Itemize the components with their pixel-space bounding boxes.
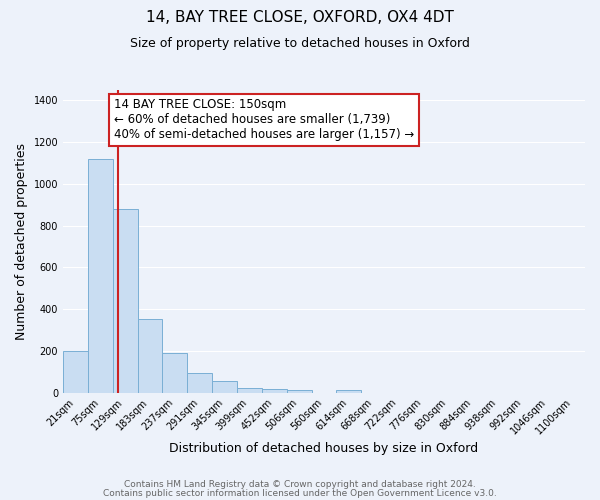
Bar: [287, 390, 311, 392]
Bar: [113, 209, 137, 392]
Bar: [337, 390, 361, 392]
Bar: [137, 320, 163, 392]
Bar: [88, 159, 113, 392]
Bar: [237, 388, 262, 392]
Y-axis label: Number of detached properties: Number of detached properties: [15, 143, 28, 340]
Bar: [212, 381, 237, 392]
Bar: [262, 390, 287, 392]
Text: Contains public sector information licensed under the Open Government Licence v3: Contains public sector information licen…: [103, 488, 497, 498]
X-axis label: Distribution of detached houses by size in Oxford: Distribution of detached houses by size …: [169, 442, 479, 455]
Text: Contains HM Land Registry data © Crown copyright and database right 2024.: Contains HM Land Registry data © Crown c…: [124, 480, 476, 489]
Text: Size of property relative to detached houses in Oxford: Size of property relative to detached ho…: [130, 38, 470, 51]
Text: 14 BAY TREE CLOSE: 150sqm
← 60% of detached houses are smaller (1,739)
40% of se: 14 BAY TREE CLOSE: 150sqm ← 60% of detac…: [114, 98, 414, 142]
Bar: [187, 372, 212, 392]
Bar: [163, 353, 187, 393]
Bar: [63, 351, 88, 393]
Text: 14, BAY TREE CLOSE, OXFORD, OX4 4DT: 14, BAY TREE CLOSE, OXFORD, OX4 4DT: [146, 10, 454, 25]
